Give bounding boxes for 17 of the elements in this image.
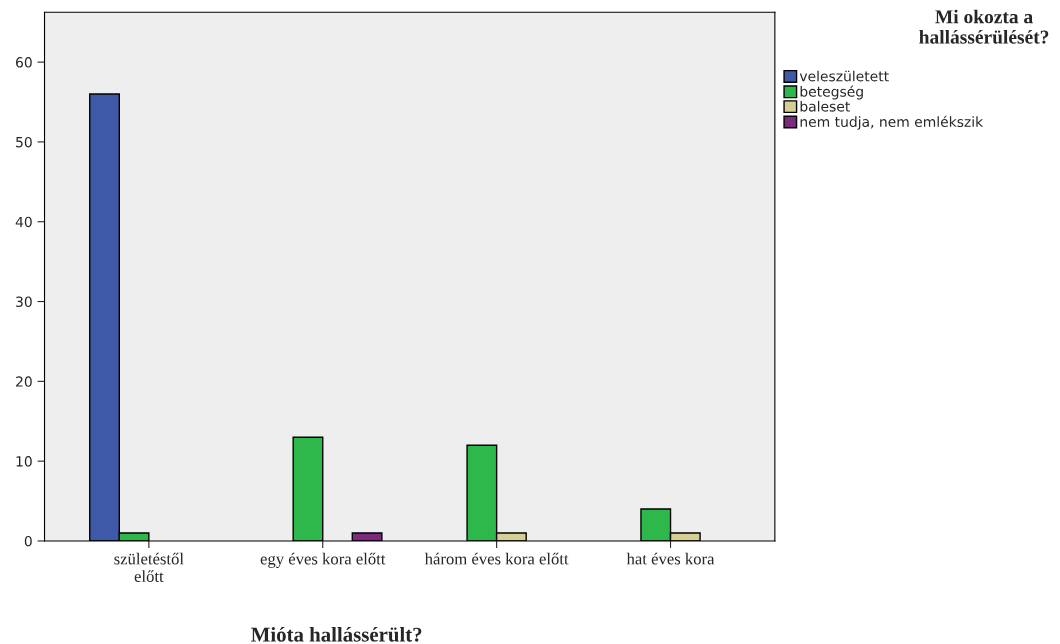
- legend-title: Mi okozta a hallássérülését?: [919, 9, 1049, 44]
- x-tick-label: három éves kora előtt: [424, 552, 569, 565]
- legend-label: betegség: [800, 85, 863, 100]
- x-axis-title: Mióta hallássérült?: [251, 626, 422, 642]
- y-tick-label: 60: [16, 57, 32, 68]
- y-tick-label: 10: [16, 456, 32, 467]
- y-tick-label: 30: [16, 296, 32, 308]
- y-tick-label: 20: [16, 376, 32, 387]
- legend-label: nem tudja, nem emlékszik: [800, 115, 984, 130]
- y-tick-label: 40: [15, 216, 32, 228]
- legend-label: baleset: [800, 100, 850, 112]
- x-tick-label: születéstől előtt: [114, 552, 184, 582]
- x-tick-label: egy éves kora előtt: [260, 552, 386, 568]
- x-tick-label: hat éves kora: [626, 552, 715, 565]
- y-tick-label: 0: [24, 535, 32, 547]
- legend-label: veleszületett: [799, 70, 889, 82]
- y-tick-label: 50: [16, 136, 32, 148]
